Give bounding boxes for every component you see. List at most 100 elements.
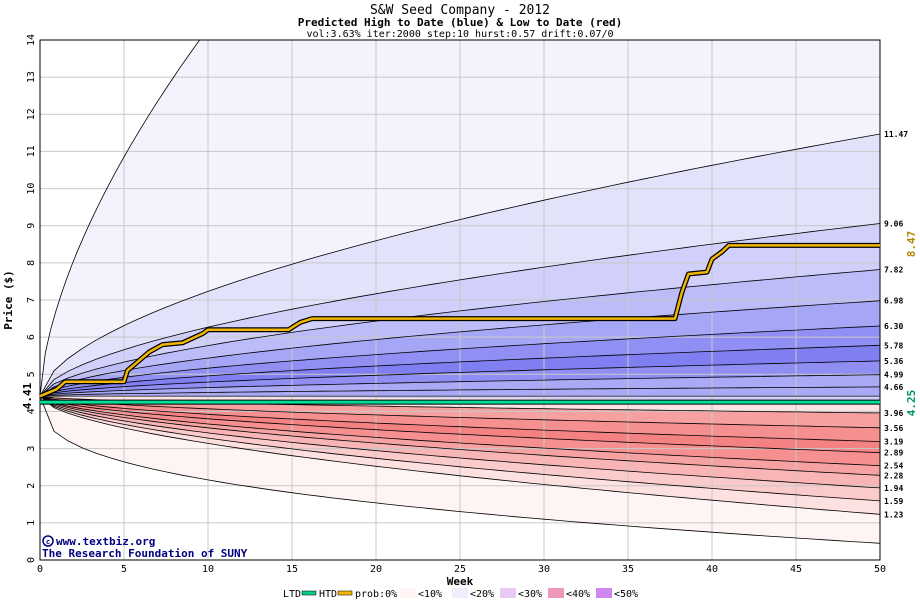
upper-boundary [39,39,880,397]
legend-prob-label: prob:0% [355,589,397,600]
legend-b30-label: <30% [518,589,542,600]
legend-swatch-20 [452,588,468,598]
y-tick-label: 12 [26,108,37,120]
lower-boundary [39,395,881,454]
high-to-date-label: 8.47 [905,231,918,258]
upper-boundary [39,133,881,397]
legend-htd-swatch [337,590,353,596]
upper-band-end-label: 4.99 [884,371,903,380]
y-tick-label: 11 [26,145,37,157]
legend-swatch-30 [500,588,516,598]
lower-boundary [39,395,881,476]
upper-band-end-label: 7.82 [884,266,903,275]
credit-org: The Research Foundation of SUNY [42,547,248,560]
lower-boundary [39,395,881,442]
copyright-c: c [46,538,50,546]
y-tick-label: 6 [26,334,37,340]
upper-boundary [39,386,881,397]
legend-b20-label: <20% [470,589,494,600]
credit-block: c www.textbiz.org The Research Foundatio… [42,535,248,560]
upper-band [40,269,880,397]
chart-subtitle: Predicted High to Date (blue) & Low to D… [298,16,623,29]
copyright-icon [42,535,54,547]
x-axis-label: Week [447,575,474,588]
chart-parameters: vol:3.63% iter:2000 step:10 hurst:0.57 d… [306,29,613,40]
htd-line [39,244,880,398]
y-tick-label: 7 [26,297,37,303]
legend-b50-label: <50% [614,589,638,600]
legend: LTD HTD prob:0% <10% <20% <30% <40% <50% [283,588,638,600]
upper-boundary [39,325,881,397]
y-tick-label: 14 [26,34,37,46]
lower-band-end-label: 3.96 [884,409,903,418]
lower-band [40,396,880,488]
lower-band [40,396,880,453]
chart-title: S&W Seed Company - 2012 [370,3,550,18]
lower-boundary [39,396,881,544]
lower-boundary [39,395,881,489]
lower-band-end-label: 1.59 [884,497,903,506]
legend-ltd-label: LTD [283,589,301,600]
y-tick-label: 5 [26,371,37,377]
x-tick-label: 10 [202,564,214,575]
low-to-date-label: 4.25 [905,390,918,417]
legend-ltd-swatch [301,590,317,596]
legend-htd-label: HTD [319,589,337,600]
upper-band-end-label: 4.66 [884,383,903,392]
y-tick-label: 0 [26,557,37,563]
legend-swatch-10 [400,588,416,598]
lower-boundary [39,395,881,502]
upper-band-end-label: 6.98 [884,297,903,306]
y-tick-label: 3 [26,446,37,452]
upper-band-end-label: 5.78 [884,341,903,350]
lower-band [40,396,880,544]
x-tick-label: 50 [874,564,886,575]
lower-band-end-label: 3.19 [884,438,903,447]
x-tick-label: 30 [538,564,550,575]
x-tick-label: 0 [37,564,43,575]
lower-band [40,396,880,501]
y-axis-label: Price ($) [2,270,15,330]
upper-band-end-label: 11.47 [884,130,908,139]
x-tick-label: 35 [622,564,634,575]
lower-band-end-label: 2.54 [884,462,903,471]
band-end-labels: 11.47 9.06 7.82 6.98 6.30 5.78 5.36 4.99 4.66 3.9… [884,130,908,519]
y-tick-label: 4 [26,408,37,414]
y-tick-label: 10 [26,183,37,195]
upper-band-end-label: 5.36 [884,357,903,366]
upper-boundary [39,300,881,397]
x-tick-label: 5 [121,564,127,575]
upper-boundary [39,223,881,397]
lower-boundary [39,395,881,429]
band-boundary-lines [39,39,881,544]
lower-band-end-label: 2.28 [884,471,903,480]
x-tick-label: 25 [454,564,466,575]
x-tick-label: 15 [286,564,298,575]
lower-band-end-label: 1.23 [884,510,903,519]
legend-b40-label: <40% [566,589,590,600]
legend-swatch-50 [596,588,612,598]
legend-b10-label: <10% [418,589,442,600]
start-price-label: 4.41 [21,382,34,409]
upper-boundary [39,360,881,397]
y-tick-label: 9 [26,223,37,229]
y-tick-label: 2 [26,483,37,489]
lower-band-end-label: 1.94 [884,484,903,493]
y-tick-label: 13 [26,71,37,83]
lower-band-end-label: 3.56 [884,424,903,433]
upper-boundary [39,269,881,397]
lower-boundary [39,395,881,467]
x-tick-label: 45 [790,564,802,575]
x-tick-label: 20 [370,564,382,575]
upper-boundary [39,374,881,397]
series-lines [39,242,880,405]
upper-band-end-label: 6.30 [884,322,903,331]
upper-boundary [39,344,881,397]
lower-boundary [39,395,881,515]
lower-band-end-label: 2.89 [884,449,903,458]
upper-band-end-label: 9.06 [884,220,903,229]
x-tick-label: 40 [706,564,718,575]
y-tick-label: 8 [26,260,37,266]
